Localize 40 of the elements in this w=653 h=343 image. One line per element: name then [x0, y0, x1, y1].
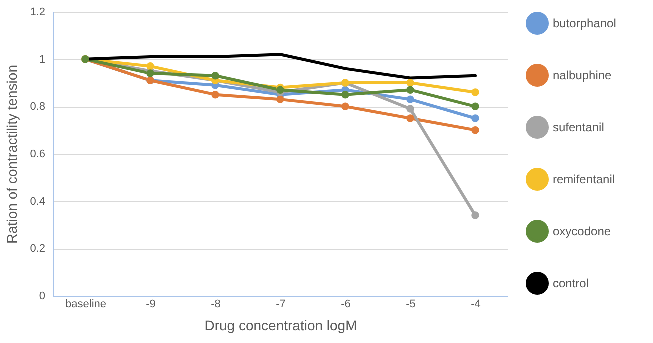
y-axis-title: Ration of contractility tension — [4, 65, 20, 244]
legend-label: oxycodone — [553, 224, 612, 238]
point — [342, 90, 350, 99]
y-tick-label: 0.6 — [30, 148, 46, 160]
y-tick-label: 1.2 — [30, 6, 46, 18]
point — [406, 96, 414, 104]
point — [342, 102, 350, 111]
legend-label: control — [553, 276, 590, 290]
x-tick-label: baseline — [66, 298, 106, 310]
x-tick-label: -6 — [341, 298, 351, 310]
y-tick-label: 0 — [39, 290, 46, 302]
point — [472, 212, 480, 220]
point — [212, 90, 220, 99]
point — [472, 102, 480, 111]
y-tick-label: 0.2 — [30, 243, 46, 256]
legend-label: nalbuphine — [553, 68, 612, 82]
x-tick-label: -4 — [471, 298, 481, 310]
point — [146, 70, 154, 78]
point — [276, 86, 284, 94]
point — [406, 105, 414, 113]
point — [406, 79, 414, 87]
point — [212, 72, 220, 80]
legend-label: butorphanol — [553, 16, 616, 30]
legend-label: remifentanil — [553, 172, 616, 186]
x-tick-label: -7 — [276, 298, 286, 310]
point — [406, 114, 414, 122]
point — [472, 88, 480, 96]
x-tick-label: -8 — [211, 298, 221, 310]
x-axis-title: Drug concentration logM — [204, 318, 358, 334]
point — [406, 86, 414, 94]
point — [472, 126, 480, 134]
y-tick-label: 0.4 — [30, 196, 46, 208]
point — [472, 114, 480, 122]
legend-label: sufentanil — [553, 120, 604, 134]
x-tick-label: -9 — [146, 298, 156, 310]
y-tick-label: 0.8 — [30, 101, 46, 114]
point — [276, 96, 284, 104]
y-tick-label: 1 — [39, 54, 46, 66]
x-tick-label: -5 — [406, 298, 416, 310]
point — [146, 62, 154, 70]
